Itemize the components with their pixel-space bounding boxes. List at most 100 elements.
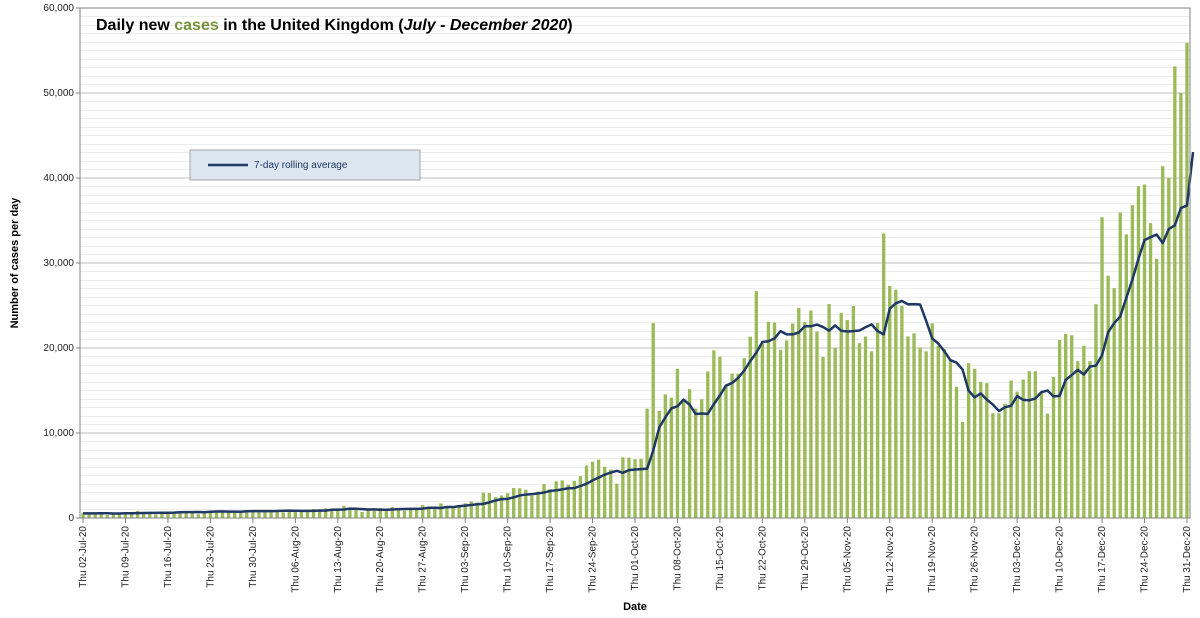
bar (1131, 205, 1134, 518)
bar (1100, 217, 1103, 518)
bar (846, 320, 849, 518)
bar (973, 369, 976, 518)
bar (567, 485, 570, 518)
bar (706, 372, 709, 518)
legend: 7-day rolling average (190, 150, 420, 180)
x-tick-label: Thu 26-Nov-20 (970, 526, 981, 593)
bar (955, 387, 958, 518)
bar (203, 513, 206, 518)
chart-container: 010,00020,00030,00040,00050,00060,000 Th… (0, 0, 1200, 618)
bar (373, 511, 376, 518)
x-tick-label: Thu 16-Jul-20 (163, 526, 174, 588)
bar (1052, 377, 1055, 518)
y-tick-label: 20,000 (43, 343, 74, 354)
bar (743, 358, 746, 518)
x-axis-label: Date (623, 601, 647, 613)
bar (949, 359, 952, 518)
bar (912, 333, 915, 518)
bar (700, 399, 703, 518)
bar (652, 323, 655, 518)
bar (633, 459, 636, 518)
bar (924, 351, 927, 518)
x-tick-label: Thu 09-Jul-20 (120, 526, 131, 588)
bar (282, 512, 285, 518)
bar (348, 509, 351, 518)
bar (530, 496, 533, 518)
bar (755, 291, 758, 518)
x-tick-label: Thu 31-Dec-20 (1182, 526, 1193, 593)
bar (354, 509, 357, 518)
bar (906, 336, 909, 518)
x-tick-label: Thu 20-Aug-20 (375, 526, 386, 593)
bar (415, 509, 418, 518)
bar (191, 513, 194, 518)
bar (269, 512, 272, 518)
x-tick-label: Thu 30-Jul-20 (248, 526, 259, 588)
chart-svg: 010,00020,00030,00040,00050,00060,000 Th… (0, 0, 1200, 618)
bar (512, 488, 515, 518)
bar (621, 457, 624, 518)
x-tick-label: Thu 12-Nov-20 (885, 526, 896, 593)
bar (506, 493, 509, 518)
bar (979, 382, 982, 518)
bar (833, 348, 836, 518)
y-tick-label: 50,000 (43, 88, 74, 99)
bar (1064, 334, 1067, 518)
bar (1179, 93, 1182, 518)
bar (554, 481, 557, 518)
bar (482, 493, 485, 518)
bar (542, 484, 545, 518)
bar (1143, 184, 1146, 518)
bar (1070, 335, 1073, 518)
x-tick-label: Thu 22-Oct-20 (757, 526, 768, 591)
bar (1125, 234, 1128, 518)
bar (937, 346, 940, 518)
bar (773, 322, 776, 518)
bar (1028, 371, 1031, 518)
bar (627, 458, 630, 518)
bar (1149, 223, 1152, 518)
bar (821, 357, 824, 518)
bar (451, 507, 454, 518)
bar (785, 340, 788, 518)
bar (433, 509, 436, 518)
bar (615, 484, 618, 518)
bar (894, 290, 897, 518)
x-tick-label: Thu 01-Oct-20 (630, 526, 641, 591)
x-tick-label: Thu 03-Sep-20 (460, 526, 471, 593)
bar (900, 306, 903, 518)
y-tick-label: 30,000 (43, 258, 74, 269)
bar (718, 357, 721, 518)
bar (961, 422, 964, 518)
x-tick-label: Thu 03-Dec-20 (1012, 526, 1023, 593)
y-tick-label: 10,000 (43, 428, 74, 439)
x-tick-label: Thu 27-Aug-20 (418, 526, 429, 593)
bar (827, 304, 830, 518)
bar (1046, 414, 1049, 518)
bar (1088, 361, 1091, 518)
bar (870, 351, 873, 518)
bar (639, 459, 642, 518)
bar (882, 234, 885, 518)
y-axis-label: Number of cases per day (9, 197, 21, 329)
bar (670, 398, 673, 518)
bar (664, 394, 667, 518)
y-tick-label: 0 (68, 513, 74, 524)
x-tick-label: Thu 13-Aug-20 (333, 526, 344, 593)
chart-title: Daily new cases in the United Kingdom (J… (96, 17, 573, 34)
x-tick-label: Thu 17-Sep-20 (545, 526, 556, 593)
bar (318, 511, 321, 518)
bar (791, 323, 794, 518)
bar (488, 493, 491, 518)
x-tick-label: Thu 06-Aug-20 (290, 526, 301, 593)
bar (1009, 381, 1012, 518)
bar (876, 323, 879, 518)
bar (591, 462, 594, 518)
x-axis-ticks: Thu 02-Jul-20Thu 09-Jul-20Thu 16-Jul-20T… (78, 518, 1193, 593)
bar (779, 350, 782, 518)
bar (536, 492, 539, 518)
bar (767, 322, 770, 518)
bar (1015, 392, 1018, 518)
bar (803, 322, 806, 518)
bar (991, 413, 994, 518)
